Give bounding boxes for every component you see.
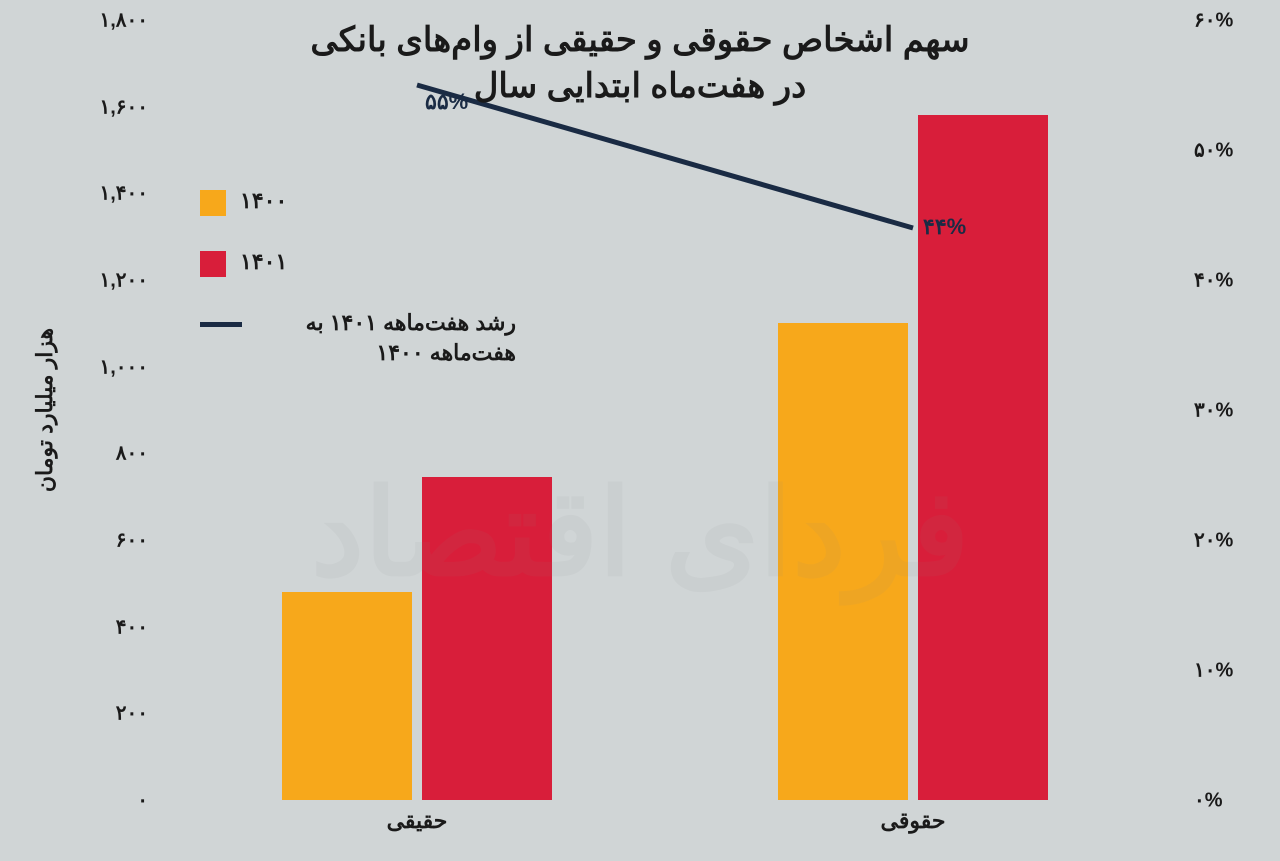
legend: ۱۴۰۰ ۱۴۰۱ رشد هفت‌ماهه ۱۴۰۱ به هفت‌ماهه ۱۴… — [200, 186, 516, 399]
x-tick: حقوقی — [881, 808, 946, 834]
y-left-tick: ۸۰۰ — [116, 441, 148, 466]
chart-title: سهم اشخاص حقوقی و حقیقی از وام‌های بانکی… — [250, 18, 1030, 110]
chart-title-line1: سهم اشخاص حقوقی و حقیقی از وام‌های بانکی — [250, 18, 1030, 64]
y-left-label: هزار میلیارد تومان — [32, 328, 58, 492]
y-left-axis: ۰۲۰۰۴۰۰۶۰۰۸۰۰۱,۰۰۰۱,۲۰۰۱,۴۰۰۱,۶۰۰۱,۸۰۰ — [0, 20, 160, 800]
y-right-tick: ۱۰% — [1194, 658, 1233, 683]
line-data-label: ۴۴% — [923, 214, 966, 240]
x-tick: حقیقی — [387, 808, 448, 834]
y-left-tick: ۱,۲۰۰ — [99, 268, 148, 293]
y-left-tick: ۱,۰۰۰ — [99, 354, 148, 379]
legend-item: ۱۴۰۱ — [200, 247, 516, 278]
y-right-tick: ۰% — [1194, 788, 1223, 813]
legend-line-swatch — [200, 322, 242, 327]
legend-label: ۱۴۰۱ — [240, 247, 287, 278]
y-left-tick: ۰ — [137, 788, 148, 813]
y-right-axis: ۰%۱۰%۲۰%۳۰%۴۰%۵۰%۶۰% — [1160, 20, 1280, 800]
chart-container: فردای اقتصادسهم اشخاص حقوقی و حقیقی از و… — [0, 0, 1280, 861]
y-left-tick: ۱,۶۰۰ — [99, 94, 148, 119]
chart-title-line2: در هفت‌ماه ابتدایی سال — [250, 64, 1030, 110]
y-right-tick: ۳۰% — [1194, 398, 1233, 423]
legend-label: رشد هفت‌ماهه ۱۴۰۱ به هفت‌ماهه ۱۴۰۰ — [256, 308, 516, 370]
growth-line — [170, 20, 1160, 800]
y-left-tick: ۴۰۰ — [116, 614, 148, 639]
y-left-tick: ۶۰۰ — [116, 528, 148, 553]
legend-item: رشد هفت‌ماهه ۱۴۰۱ به هفت‌ماهه ۱۴۰۰ — [200, 308, 516, 370]
legend-label: ۱۴۰۰ — [240, 186, 287, 217]
y-left-tick: ۱,۴۰۰ — [99, 181, 148, 206]
legend-swatch — [200, 251, 226, 277]
y-right-tick: ۵۰% — [1194, 138, 1233, 163]
legend-item: ۱۴۰۰ — [200, 186, 516, 217]
y-right-tick: ۶۰% — [1194, 8, 1233, 33]
legend-swatch — [200, 190, 226, 216]
y-right-tick: ۲۰% — [1194, 528, 1233, 553]
y-right-tick: ۴۰% — [1194, 268, 1233, 293]
y-left-tick: ۱,۸۰۰ — [99, 8, 148, 33]
y-left-tick: ۲۰۰ — [116, 701, 148, 726]
